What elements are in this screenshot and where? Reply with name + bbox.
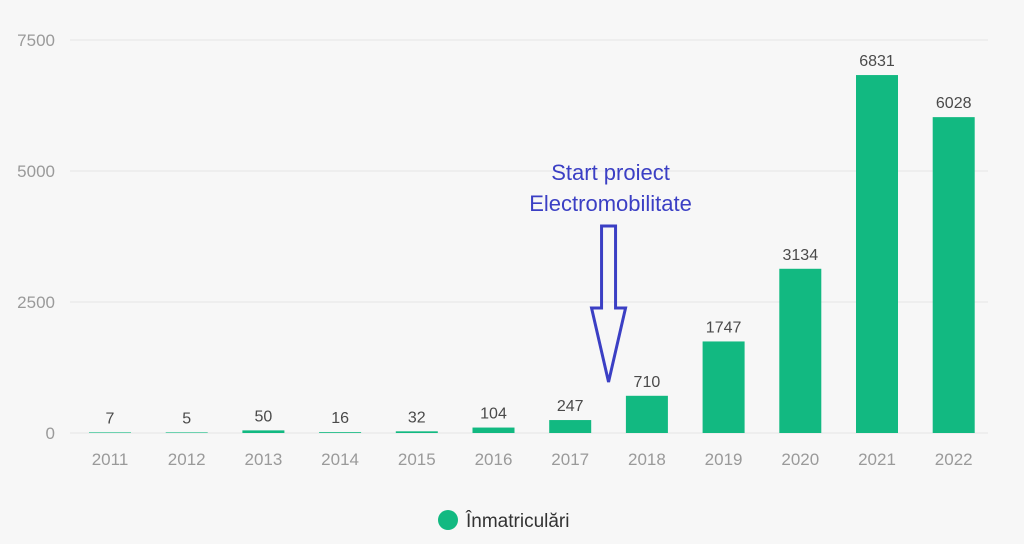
legend-label: Înmatriculări xyxy=(465,510,569,532)
data-label: 32 xyxy=(408,409,426,426)
bar[interactable] xyxy=(89,432,131,433)
bar[interactable] xyxy=(779,268,822,433)
bar[interactable] xyxy=(242,430,285,433)
bar[interactable] xyxy=(856,75,898,433)
x-tick-label: 2011 xyxy=(92,450,129,469)
x-tick-label: 2018 xyxy=(628,450,666,469)
x-axis-ticks: 2011 2012 2013 2014 2015 2016 2017 2018 2019 2020… xyxy=(92,450,973,469)
data-label: 50 xyxy=(255,408,273,425)
data-labels: 7 5 50 16 32 104 247 710 1747 3134 6831 6028 xyxy=(106,53,972,428)
data-label: 5 xyxy=(182,411,191,428)
bars xyxy=(89,75,975,433)
annotation-line-1: Start proiect xyxy=(551,160,670,185)
y-axis-ticks: 0 2500 5000 7500 xyxy=(17,31,55,443)
x-tick-label: 2022 xyxy=(935,450,973,469)
data-label: 6028 xyxy=(936,95,972,112)
data-label: 247 xyxy=(557,398,584,415)
y-tick-label: 5000 xyxy=(17,162,55,181)
bar[interactable] xyxy=(549,420,592,433)
x-tick-label: 2021 xyxy=(858,450,896,469)
bar[interactable] xyxy=(395,431,438,433)
data-label: 16 xyxy=(331,410,349,427)
x-tick-label: 2019 xyxy=(705,450,743,469)
y-tick-label: 0 xyxy=(46,424,55,443)
y-tick-label: 7500 xyxy=(17,31,55,50)
bar[interactable] xyxy=(932,117,975,433)
bar[interactable] xyxy=(625,395,668,433)
bar[interactable] xyxy=(165,432,208,433)
data-label: 710 xyxy=(634,374,661,391)
x-tick-label: 2015 xyxy=(398,450,436,469)
legend-swatch xyxy=(438,510,458,530)
grid-lines xyxy=(70,39,988,434)
data-label: 6831 xyxy=(859,53,895,70)
data-label: 3134 xyxy=(783,247,819,264)
x-tick-label: 2017 xyxy=(551,450,589,469)
x-tick-label: 2016 xyxy=(475,450,513,469)
data-label: 1747 xyxy=(706,319,742,336)
annotation-line-2: Electromobilitate xyxy=(529,191,692,216)
data-label: 7 xyxy=(106,411,115,428)
bar[interactable] xyxy=(472,427,515,433)
bar[interactable] xyxy=(319,432,362,433)
y-tick-label: 2500 xyxy=(17,293,55,312)
data-label: 104 xyxy=(480,406,507,423)
x-tick-label: 2013 xyxy=(244,450,282,469)
annotation: Start proiect Electromobilitate xyxy=(529,160,692,383)
bar[interactable] xyxy=(702,341,745,433)
down-arrow-icon xyxy=(589,224,628,383)
legend[interactable]: Înmatriculări xyxy=(438,510,569,532)
x-tick-label: 2012 xyxy=(168,450,206,469)
x-tick-label: 2020 xyxy=(781,450,819,469)
x-tick-label: 2014 xyxy=(321,450,359,469)
